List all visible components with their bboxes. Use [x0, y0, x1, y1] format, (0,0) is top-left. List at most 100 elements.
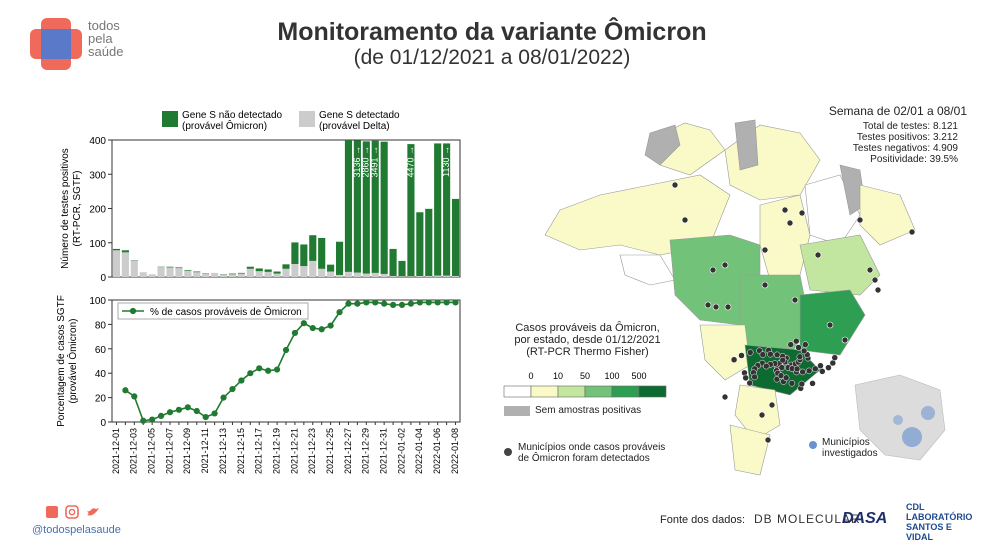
omicron-bar	[318, 237, 326, 269]
line-point	[434, 299, 441, 306]
omicron-bar	[353, 140, 361, 273]
municipio-dot	[738, 352, 745, 359]
municipio-dot	[751, 373, 758, 381]
line-point	[327, 322, 334, 329]
delta-bar	[425, 275, 433, 277]
social-handle[interactable]: @todospelasaude	[32, 524, 121, 536]
line-y-tick-label: 0	[100, 418, 106, 429]
line-point	[273, 366, 281, 373]
municipio-dot	[773, 351, 781, 359]
delta-bar	[264, 271, 272, 277]
delta-bar	[255, 271, 263, 277]
omicron-bar	[166, 266, 174, 268]
municipio-dot	[768, 401, 776, 409]
omicron-bar	[291, 242, 299, 264]
source-cdl: CDL LABORATÓRIO SANTOS E VIDAL	[906, 502, 973, 542]
line-point	[131, 393, 138, 400]
delta-bar	[327, 271, 335, 277]
bar-annotation-label: 1130 →	[441, 146, 451, 177]
twitter-icon	[87, 508, 99, 516]
omicron-bar	[425, 208, 433, 276]
bar-annotation-label: 3136 →	[352, 146, 362, 178]
investigated-label: Municípios investigados	[822, 437, 878, 459]
omicron-bar	[451, 198, 460, 276]
delta-bar	[148, 274, 156, 277]
line-point	[345, 300, 352, 307]
municipio-dot	[812, 365, 819, 373]
delta-bar	[211, 272, 219, 277]
line-point	[318, 326, 325, 333]
line-point	[166, 409, 174, 416]
municipio-dot	[781, 206, 789, 214]
line-point	[193, 407, 200, 415]
delta-bar	[139, 272, 147, 277]
municipio-dot	[829, 359, 837, 367]
line-y-axis-label-line2: (provável Ômicron)	[66, 318, 79, 403]
delta-bar	[130, 260, 138, 277]
municipio-dot	[805, 367, 813, 375]
delta-bar	[344, 271, 353, 277]
municipio-dot	[788, 380, 796, 387]
scale-swatch	[584, 385, 613, 398]
omicron-bar	[434, 143, 442, 276]
omicron-bar	[175, 267, 183, 269]
line-x-tick-label: 2021-12-05	[147, 428, 157, 474]
municipio-dot	[763, 362, 770, 370]
line-point	[354, 300, 361, 307]
scale-swatch	[557, 385, 586, 398]
municipio-dot	[671, 181, 679, 189]
bar-legend-label: Gene S detectado	[319, 110, 400, 121]
logo-text: todos pela saúde	[88, 18, 124, 59]
delta-bar	[362, 273, 370, 277]
municipio-dot	[874, 286, 882, 294]
line-point	[220, 394, 227, 401]
line-point	[407, 300, 415, 307]
line-x-tick-label: 2022-01-04	[414, 428, 424, 474]
omicron-bar	[389, 248, 397, 276]
municipio-dot	[782, 374, 790, 381]
bar-y-axis-label: Número de testes positivos	[60, 148, 71, 269]
municipio-dot	[831, 354, 838, 361]
delta-bar	[451, 275, 460, 277]
municipio-dots	[671, 181, 916, 444]
omicron-bar	[228, 273, 237, 275]
line-x-tick-label: 2021-12-07	[164, 428, 174, 474]
omicron-bar	[416, 212, 424, 276]
line-point	[184, 404, 191, 411]
map-legend-title: Casos prováveis da Ômicron, por estado, …	[514, 322, 661, 358]
delta-bar	[434, 275, 442, 277]
municipio-dot	[826, 321, 834, 329]
bar-y-tick-label: 200	[89, 205, 106, 216]
delta-bar	[398, 276, 406, 277]
line-point	[372, 299, 379, 306]
delta-bar	[353, 272, 361, 277]
line-x-tick-label: 2021-12-27	[343, 428, 353, 474]
municipio-dot	[795, 344, 802, 351]
bar-y-axis-label-line2: (RT-PCR, SGTF)	[72, 171, 83, 247]
scale-swatch	[638, 385, 667, 398]
line-point	[122, 387, 129, 394]
line-point	[211, 410, 218, 417]
omicron-bar	[327, 264, 335, 272]
delta-bar	[193, 272, 201, 277]
line-point	[238, 377, 245, 384]
bar-legend-label: Gene S não detectado	[182, 110, 283, 121]
line-x-tick-label: 2021-12-29	[361, 428, 371, 474]
omicron-bar	[237, 272, 245, 274]
municipio-dot	[825, 364, 832, 371]
municipio-dot	[778, 364, 786, 371]
municipio-dot	[761, 246, 769, 254]
municipio-dot	[764, 436, 772, 444]
bar-annotation-label: 4470 →	[405, 146, 415, 178]
line-point	[282, 346, 290, 354]
municipio-dot	[871, 276, 879, 284]
line-point	[363, 299, 370, 306]
omicron-bar	[380, 141, 388, 274]
source-db-molecular: DB MOLECULAR	[754, 512, 861, 526]
bar-y-tick-label: 400	[89, 136, 106, 147]
line-x-tick-label: 2021-12-03	[129, 428, 139, 474]
line-point	[389, 301, 397, 308]
bar-y-tick-label: 0	[100, 273, 106, 284]
line-point	[202, 414, 209, 421]
omicron-bar	[184, 270, 192, 271]
